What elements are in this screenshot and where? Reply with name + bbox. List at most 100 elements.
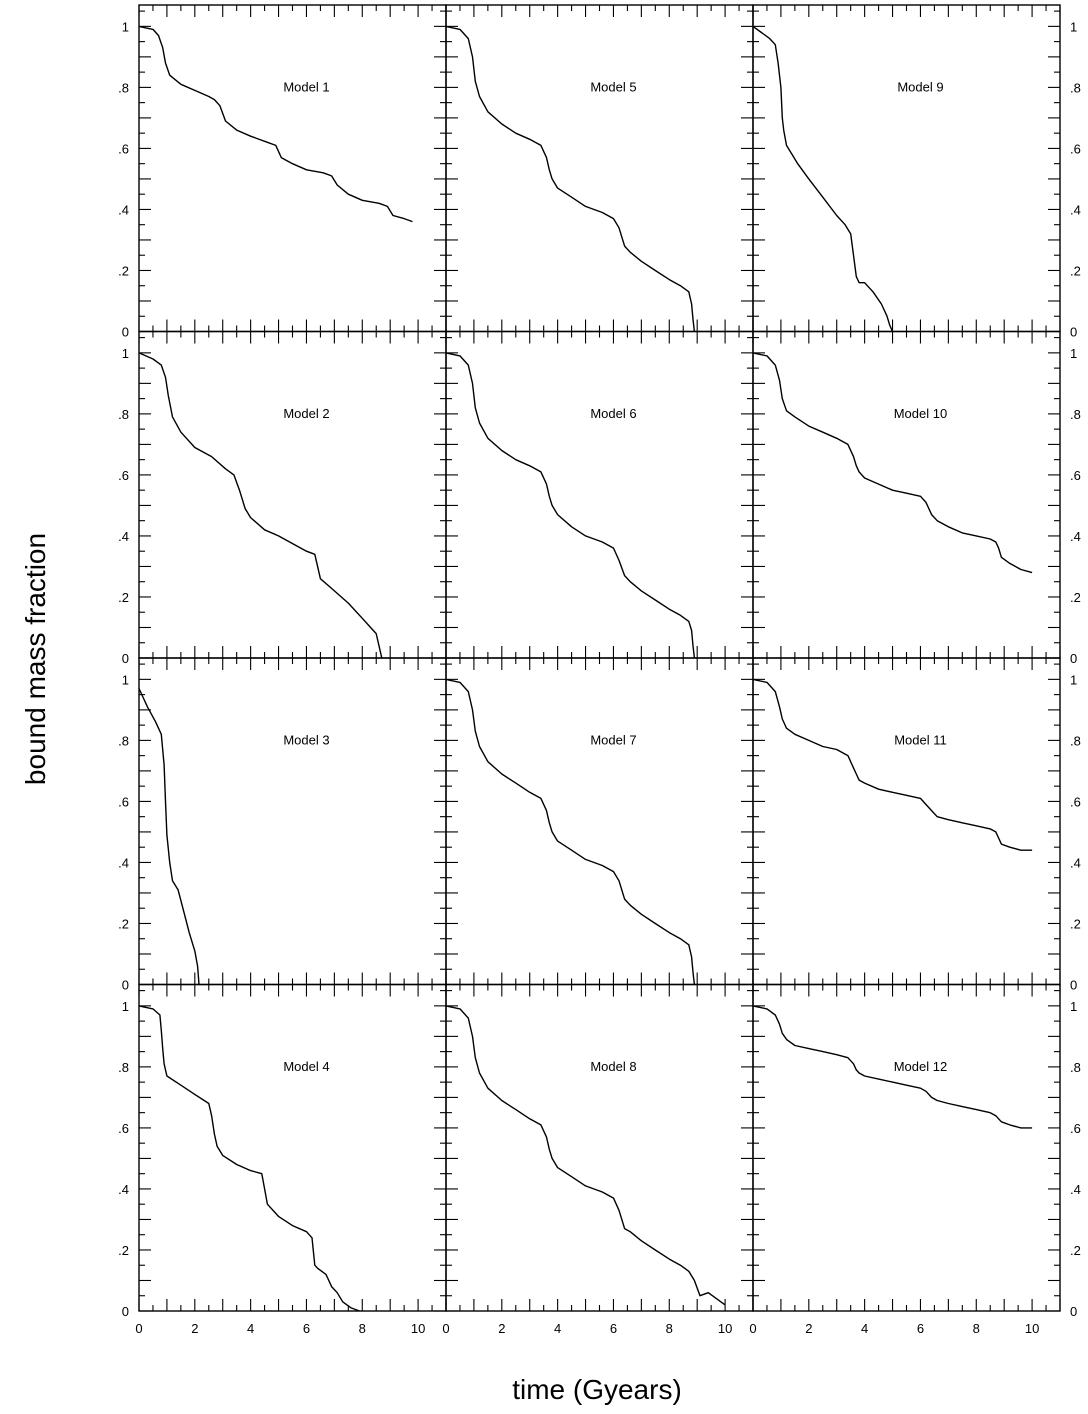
y-tick-label: 1	[122, 346, 129, 361]
y-tick-label: 1	[1070, 19, 1077, 34]
panel-frame	[445, 983, 754, 1312]
x-tick-label: 6	[917, 1321, 924, 1336]
y-tick-label: 0	[1070, 978, 1077, 993]
x-tick-label: 8	[973, 1321, 980, 1336]
y-tick-label: .2	[118, 916, 129, 931]
y-tick-label: .2	[1070, 916, 1081, 931]
panel-frame	[445, 657, 754, 986]
y-tick-label: .8	[118, 80, 129, 95]
y-tick-label: .8	[118, 407, 129, 422]
y-tick-label: 1	[122, 19, 129, 34]
y-tick-label: .6	[118, 141, 129, 156]
panel-6: Model 6	[445, 330, 754, 659]
x-tick-label: 4	[554, 1321, 561, 1336]
y-tick-label: .6	[1070, 141, 1081, 156]
series-line	[445, 1005, 726, 1306]
x-tick-label: 2	[498, 1321, 505, 1336]
y-tick-label: .4	[118, 855, 129, 870]
series-line	[445, 25, 696, 332]
y-tick-label: .4	[1070, 202, 1081, 217]
x-tick-label: 10	[718, 1321, 732, 1336]
x-tick-label: 6	[610, 1321, 617, 1336]
y-tick-label: 0	[1070, 1304, 1077, 1319]
x-tick-label: 0	[749, 1321, 756, 1336]
y-tick-label: 1	[1070, 346, 1077, 361]
y-tick-label: .4	[118, 202, 129, 217]
panel-label: Model 12	[894, 1059, 947, 1074]
panel-11: 0 .2 .4 .6 .8 1 Model 11	[752, 657, 1081, 993]
y-tick-label: .8	[1070, 407, 1081, 422]
y-axis-title: bound mass fraction	[20, 533, 51, 785]
y-tick-label: 0	[1070, 651, 1077, 666]
y-tick-label: .8	[1070, 80, 1081, 95]
panel-frame	[138, 657, 447, 986]
x-tick-label: 8	[666, 1321, 673, 1336]
series-line	[138, 1005, 360, 1312]
panel-frame	[138, 4, 447, 333]
y-tick-label: 1	[122, 999, 129, 1014]
series-line	[445, 678, 696, 985]
y-tick-label: .8	[1070, 733, 1081, 748]
panel-9: 0 .2 .4 .6 .8 1 Model 9	[752, 4, 1081, 340]
x-tick-label: 4	[861, 1321, 868, 1336]
y-tick-label: 0	[122, 325, 129, 340]
panel-8: 0 2 4 6 8 10 Model 8	[442, 983, 754, 1336]
series-line	[138, 688, 200, 985]
y-tick-label: 1	[1070, 999, 1077, 1014]
y-tick-label: .8	[118, 733, 129, 748]
y-tick-label: .4	[118, 529, 129, 544]
y-tick-label: .6	[118, 468, 129, 483]
series-line	[752, 352, 1033, 574]
y-tick-label: .6	[1070, 1121, 1081, 1136]
series-line	[138, 25, 413, 223]
y-tick-label: 0	[122, 1304, 129, 1319]
y-tick-label: 0	[122, 978, 129, 993]
y-tick-label: .6	[118, 794, 129, 809]
panel-frame	[752, 4, 1061, 333]
y-tick-label: .2	[118, 1243, 129, 1258]
y-tick-label: .6	[1070, 468, 1081, 483]
y-tick-label: 0	[122, 651, 129, 666]
y-tick-label: .8	[1070, 1060, 1081, 1075]
x-axis-title: time (Gyears)	[512, 1374, 682, 1405]
y-tick-label: .4	[118, 1182, 129, 1197]
panel-label: Model 9	[897, 79, 943, 94]
y-tick-label: .2	[118, 263, 129, 278]
y-tick-label: .2	[1070, 1243, 1081, 1258]
y-tick-label: 0	[1070, 325, 1077, 340]
x-tick-label: 2	[805, 1321, 812, 1336]
x-tick-label: 2	[191, 1321, 198, 1336]
y-tick-label: 1	[122, 672, 129, 687]
panel-5: Model 5	[445, 4, 754, 333]
panel-1: 0 .2 .4 .6 .8 1 Model 1	[118, 4, 447, 340]
panel-label: Model 8	[590, 1059, 636, 1074]
panel-frame	[445, 330, 754, 659]
panel-frame	[752, 983, 1061, 1312]
panel-label: Model 11	[894, 732, 947, 747]
panel-label: Model 5	[590, 79, 636, 94]
panel-label: Model 3	[283, 732, 329, 747]
x-tick-label: 8	[359, 1321, 366, 1336]
x-tick-label: 0	[442, 1321, 449, 1336]
y-tick-label: .6	[1070, 794, 1081, 809]
panel-label: Model 2	[283, 406, 329, 421]
panel-frame	[752, 657, 1061, 986]
y-tick-label: .8	[118, 1060, 129, 1075]
series-line	[752, 678, 1033, 851]
y-tick-label: .2	[118, 590, 129, 605]
x-tick-label: 10	[1025, 1321, 1039, 1336]
series-line	[445, 352, 696, 659]
panel-frame	[445, 4, 754, 333]
y-tick-label: .4	[1070, 529, 1081, 544]
panel-frame	[752, 330, 1061, 659]
panel-label: Model 1	[283, 79, 329, 94]
x-tick-label: 4	[247, 1321, 254, 1336]
panel-2: 0 .2 .4 .6 .8 1 Model 2	[118, 330, 447, 666]
y-tick-label: .4	[1070, 855, 1081, 870]
x-tick-label: 0	[135, 1321, 142, 1336]
x-tick-label: 10	[411, 1321, 425, 1336]
panel-7: Model 7	[445, 657, 754, 986]
